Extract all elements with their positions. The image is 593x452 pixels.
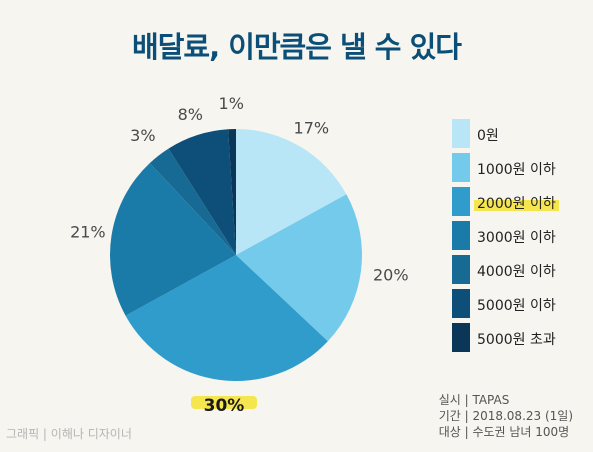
pie-slice [110,163,236,316]
slice-label: 20% [373,266,409,285]
legend-swatch [452,289,470,318]
slice-percent-label: 3% [130,126,155,145]
slice-percent-label: 1% [219,94,244,113]
legend-swatch [452,255,470,284]
survey-method: 실시 | TAPAS [438,393,510,407]
legend-label: 5000원 이하 [477,298,556,314]
chart-title: 배달료, 이만큼은 낼 수 있다 [132,30,462,64]
legend-label: 1000원 이하 [477,162,556,178]
legend-swatch [452,187,470,216]
survey-period: 기간 | 2018.08.23 (1일) [438,409,573,423]
slice-percent-label: 17% [294,119,330,138]
slice-percent-label: 20% [373,266,409,285]
legend-label-highlighted: 2000원 이하 [474,193,559,213]
slice-percent-label: 21% [70,223,106,242]
legend-item: 2000원 이하 [452,187,592,216]
slice-label: 1% [219,94,244,113]
slice-percent-label: 30% [204,396,245,416]
legend-swatch [452,153,470,182]
legend-label: 5000원 초과 [477,332,556,348]
slice-label: 17% [294,119,330,138]
legend-swatch [452,119,470,148]
label-highlight [191,396,257,409]
pie-slice [149,148,236,255]
slice-label: 8% [178,105,203,124]
legend-label: 3000원 이하 [477,230,556,246]
legend-swatch [452,323,470,352]
pie-slice [228,129,236,255]
pie-slice [236,129,347,255]
slice-percent-label: 8% [178,105,203,124]
legend-label: 0원 [477,128,499,144]
graphic-credit: 그래픽 | 이해나 디자이너 [6,427,132,441]
pie-slice [236,194,362,342]
pie-slice [125,255,328,381]
legend-item: 0원 [452,119,592,148]
legend-label: 4000원 이하 [477,264,556,280]
legend-item: 4000원 이하 [452,255,592,284]
legend-item: 1000원 이하 [452,153,592,182]
legend-item: 3000원 이하 [452,221,592,250]
slice-label: 30% [191,396,257,416]
slice-label: 21% [70,223,106,242]
legend-swatch [452,221,470,250]
survey-target: 대상 | 수도권 남녀 100명 [438,425,570,439]
survey-info: 실시 | TAPAS 기간 | 2018.08.23 (1일) 대상 | 수도권… [439,392,573,440]
pie-slice [168,129,236,255]
slice-label: 3% [130,126,155,145]
legend-item: 5000원 이하 [452,289,592,318]
legend-item: 5000원 초과 [452,323,592,352]
